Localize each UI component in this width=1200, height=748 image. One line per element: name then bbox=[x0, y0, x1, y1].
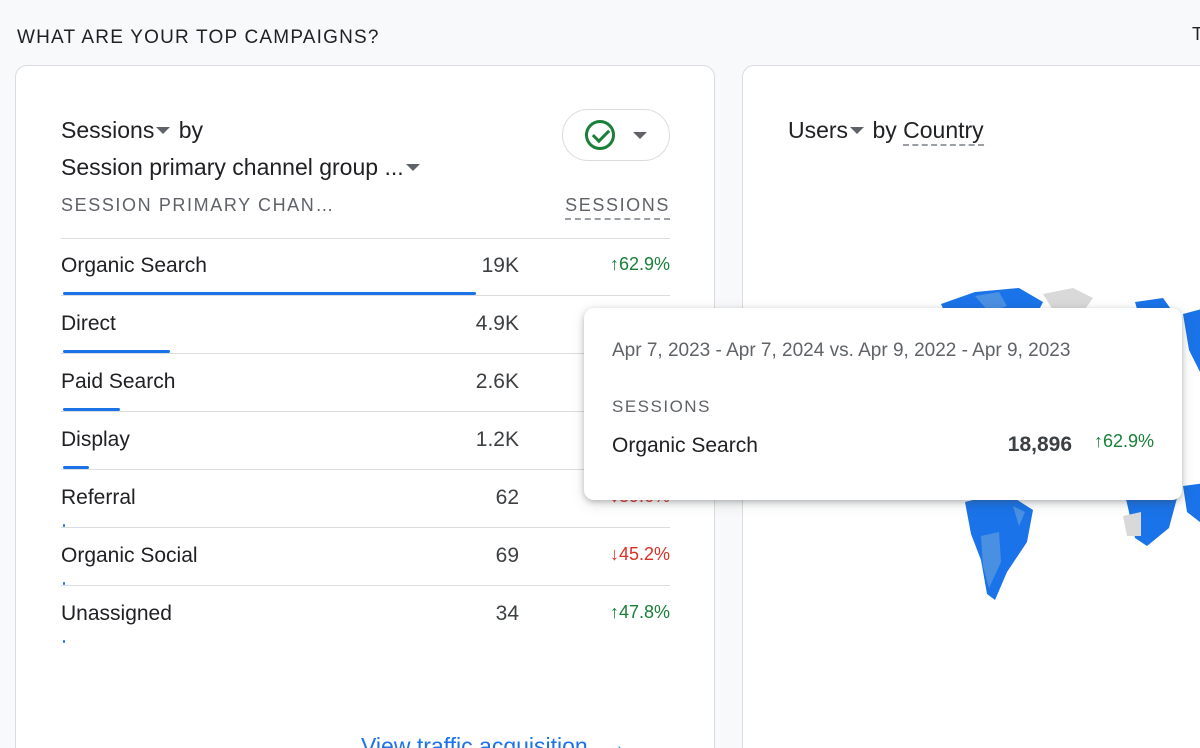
by-label: by bbox=[178, 117, 204, 143]
view-traffic-acquisition-link[interactable]: View traffic acquisition → bbox=[361, 730, 628, 748]
row-change: ↑62.9% bbox=[610, 254, 670, 275]
metric-selector[interactable]: Sessions bbox=[61, 117, 172, 143]
tooltip-metric: SESSIONS bbox=[612, 397, 711, 416]
table-row[interactable]: Unassigned 34 ↑47.8% bbox=[61, 586, 670, 644]
row-label: Paid Search bbox=[61, 370, 176, 393]
map-region-south-america-3 bbox=[1013, 506, 1025, 526]
check-circle-icon bbox=[585, 120, 615, 150]
row-label: Organic Search bbox=[61, 254, 207, 277]
tooltip-label: Organic Search bbox=[612, 434, 758, 457]
row-change: ↓45.2% bbox=[610, 544, 670, 565]
row-bar bbox=[63, 524, 65, 527]
caret-down-icon bbox=[633, 131, 647, 139]
row-value: 19K bbox=[481, 254, 519, 277]
row-change: ↑47.8% bbox=[610, 602, 670, 623]
caret-down-icon bbox=[850, 126, 865, 134]
arrow-right-icon: → bbox=[601, 730, 628, 748]
dimension-selector[interactable]: Country bbox=[903, 117, 984, 146]
row-value: 69 bbox=[495, 544, 519, 567]
row-value: 4.9K bbox=[475, 312, 519, 335]
metric-label: Sessions bbox=[61, 117, 155, 143]
channel-table: Organic Search 19K ↑62.9% Direct 4.9K ↑ … bbox=[61, 238, 670, 644]
row-label: Display bbox=[61, 428, 130, 451]
caret-down-icon bbox=[405, 163, 420, 171]
tooltip-change-value: 62.9% bbox=[1102, 431, 1154, 451]
arrow-up-icon: ↑ bbox=[609, 602, 619, 622]
tooltip-value: 18,896 bbox=[1007, 433, 1072, 456]
row-bar bbox=[63, 350, 171, 353]
by-label: by bbox=[872, 117, 897, 143]
comparison-tooltip: Apr 7, 2023 - Apr 7, 2024 vs. Apr 9, 202… bbox=[584, 308, 1182, 500]
map-region-east-edge bbox=[1183, 483, 1200, 523]
row-bar bbox=[63, 640, 65, 643]
dimension-selector[interactable]: Session primary channel group ... bbox=[61, 154, 422, 180]
map-region-north-america-2 bbox=[975, 292, 1007, 312]
sessions-column-header[interactable]: SESSIONS bbox=[565, 195, 670, 220]
dimension-column-header: SESSION PRIMARY CHAN… bbox=[61, 195, 335, 215]
map-region-greenland bbox=[1043, 288, 1093, 312]
link-label: View traffic acquisition bbox=[361, 733, 588, 748]
row-label: Organic Social bbox=[61, 544, 198, 567]
table-row[interactable]: Paid Search 2.6K ↑ bbox=[61, 354, 670, 412]
row-value: 34 bbox=[495, 602, 519, 625]
arrow-down-icon: ↓ bbox=[609, 544, 619, 564]
row-bar bbox=[63, 292, 476, 295]
row-label: Unassigned bbox=[61, 602, 172, 625]
metric-label: Users bbox=[788, 117, 849, 143]
tooltip-date-range: Apr 7, 2023 - Apr 7, 2024 vs. Apr 9, 202… bbox=[612, 340, 1071, 361]
tooltip-change: ↑62.9% bbox=[1094, 431, 1154, 452]
table-header: SESSION PRIMARY CHAN… SESSIONS bbox=[61, 191, 670, 239]
row-change-value: 62.9% bbox=[618, 254, 670, 274]
row-change-value: 47.8% bbox=[618, 602, 670, 622]
row-value: 62 bbox=[495, 486, 519, 509]
table-row[interactable]: Organic Search 19K ↑62.9% bbox=[61, 238, 670, 296]
dimension-label: Session primary channel group ... bbox=[61, 154, 404, 180]
row-change-value: 45.2% bbox=[618, 544, 670, 564]
compare-button[interactable] bbox=[562, 109, 670, 161]
table-row[interactable]: Display 1.2K ↑ bbox=[61, 412, 670, 470]
next-section-title: T bbox=[1192, 24, 1200, 44]
row-label: Referral bbox=[61, 486, 136, 509]
card-heading: Users by Country bbox=[788, 112, 984, 149]
table-row[interactable]: Organic Social 69 ↓45.2% bbox=[61, 528, 670, 586]
table-row[interactable]: Direct 4.9K ↑ bbox=[61, 296, 670, 354]
arrow-up-icon: ↑ bbox=[609, 254, 619, 274]
row-value: 1.2K bbox=[475, 428, 519, 451]
row-bar bbox=[63, 408, 120, 411]
row-bar bbox=[63, 466, 90, 469]
metric-selector[interactable]: Users bbox=[788, 117, 866, 143]
card-heading: Sessions by Session primary channel grou… bbox=[61, 112, 422, 186]
row-bar bbox=[63, 582, 65, 585]
row-value: 2.6K bbox=[475, 370, 519, 393]
map-region-africa-edge-2 bbox=[1123, 512, 1141, 536]
row-label: Direct bbox=[61, 312, 116, 335]
table-row[interactable]: Referral 62 ↓39.6% bbox=[61, 470, 670, 528]
arrow-up-icon: ↑ bbox=[1093, 431, 1103, 451]
map-region-asia-edge bbox=[1183, 309, 1200, 372]
map-region-south-america-2 bbox=[981, 532, 1001, 588]
caret-down-icon bbox=[156, 126, 171, 134]
section-title: WHAT ARE YOUR TOP CAMPAIGNS? bbox=[17, 27, 380, 48]
